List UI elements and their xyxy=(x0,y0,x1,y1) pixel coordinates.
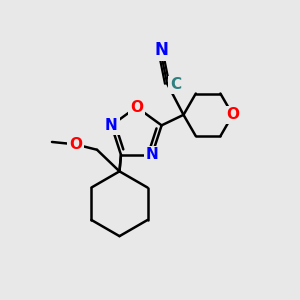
Text: N: N xyxy=(105,118,118,133)
Text: N: N xyxy=(146,147,158,162)
Text: O: O xyxy=(130,100,143,115)
Text: N: N xyxy=(155,41,169,59)
Text: O: O xyxy=(69,137,82,152)
Text: C: C xyxy=(170,77,181,92)
Text: O: O xyxy=(226,107,239,122)
